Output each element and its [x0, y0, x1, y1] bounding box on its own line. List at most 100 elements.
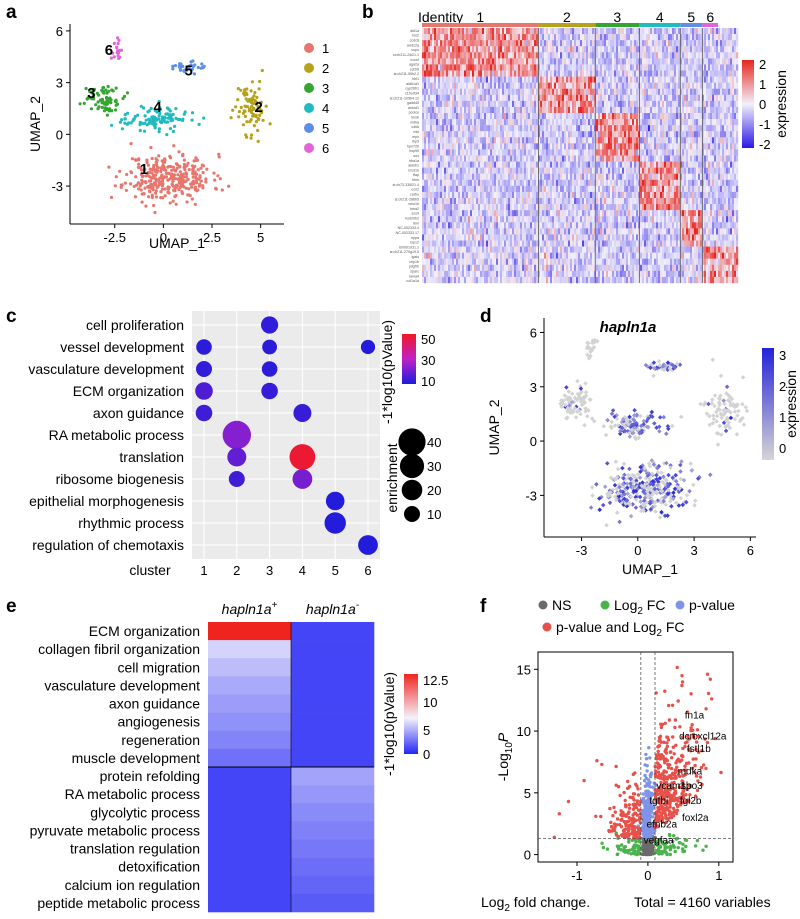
cluster-1-point: [114, 175, 118, 179]
heatmap-cell: [492, 149, 495, 156]
heatmap-cell: [506, 222, 509, 229]
heatmap-cell: [578, 179, 581, 187]
heatmap-cell: [482, 210, 485, 217]
cluster-3-point: [105, 95, 109, 100]
heatmap-cell: [562, 143, 565, 150]
heatmap-cell: [534, 179, 537, 187]
heatmap-cell: [582, 167, 585, 174]
heatmap-cell: [528, 161, 531, 168]
heatmap-cell: [556, 204, 559, 211]
heatmap-cell: [562, 173, 565, 180]
heatmap-cell: [458, 131, 461, 138]
heatmap-cell: [466, 149, 469, 156]
heatmap-cell: [614, 185, 617, 193]
heatmap-cell: [476, 191, 479, 199]
heatmap-cell: [506, 131, 509, 138]
heatmap-cell: [442, 149, 445, 156]
heatmap-cell: [568, 28, 571, 35]
heatmap-cell: [592, 28, 595, 35]
heatmap-cell: [560, 46, 563, 53]
heatmap-cell: [558, 70, 561, 77]
heatmap-cell: [474, 40, 477, 47]
heatmap-cell: [572, 210, 575, 217]
heatmap-cell: [442, 88, 445, 95]
heatmap-cell: [568, 137, 571, 144]
heatmap-cell: [608, 179, 611, 187]
heatmap-cell: [516, 40, 519, 47]
heatmap-cell: [546, 276, 549, 284]
heatmap-cell: [512, 276, 515, 284]
heatmap-cell: [468, 76, 471, 83]
heatmap-cell: [486, 222, 489, 229]
heatmap-cell: [572, 246, 575, 253]
heatmap-cell: [432, 113, 435, 120]
heatmap-cell: [540, 76, 543, 83]
heatmap-cell: [592, 179, 595, 187]
heatmap-cell: [560, 149, 563, 156]
heatmap-cell: [432, 149, 435, 156]
heatmap-cell: [528, 113, 531, 120]
heatmap-cell: [518, 264, 521, 272]
heatmap-cell: [582, 46, 585, 53]
heatmap-cell: [432, 106, 435, 114]
heatmap-cell: [576, 198, 579, 205]
heatmap-cell: [572, 155, 575, 162]
heatmap-cell: [578, 40, 581, 47]
heatmap-cell: [520, 58, 523, 65]
heatmap-cell: [448, 161, 451, 168]
cluster-1-point: [143, 186, 147, 190]
heatmap-cell: [472, 70, 475, 77]
heatmap-cell: [572, 34, 575, 41]
heatmap-cell: [468, 216, 471, 223]
heatmap-cell: [624, 70, 627, 77]
heatmap-cell: [504, 161, 507, 168]
heatmap-cell: [532, 28, 535, 35]
heatmap-cell: [602, 137, 605, 144]
heatmap-cell: [478, 70, 481, 77]
heatmap-cell: [536, 161, 539, 168]
heatmap-cell: [608, 76, 611, 83]
heatmap-cell: [618, 34, 621, 41]
heatmap-cell: [458, 258, 461, 265]
heatmap-cell: [452, 246, 455, 253]
cluster-5-point: [177, 64, 181, 68]
heatmap-cell: [514, 40, 517, 47]
heatmap-cell: [428, 234, 431, 241]
heatmap-cell: [512, 143, 515, 150]
cluster-1-point: [149, 176, 153, 180]
heatmap-cell: [488, 179, 491, 187]
heatmap-cell: [526, 258, 529, 265]
cluster-1-point: [125, 172, 129, 177]
heatmap-cell: [562, 100, 565, 108]
heatmap-cell: [582, 228, 585, 235]
heatmap-cell: [442, 240, 445, 247]
heatmap-cell: [616, 240, 619, 247]
heatmap-cell: [524, 258, 527, 265]
heatmap-cell: [426, 106, 429, 114]
heatmap-cell: [466, 119, 469, 126]
heatmap-cell: [428, 179, 431, 187]
heatmap-cell: [534, 137, 537, 144]
heatmap-cell: [544, 149, 547, 156]
heatmap-cell: [516, 264, 519, 272]
heatmap-cell: [524, 155, 527, 162]
heatmap-cell: [528, 155, 531, 162]
heatmap-cell: [492, 240, 495, 247]
heatmap-cell: [568, 143, 571, 150]
heatmap-cell: [498, 276, 501, 284]
heatmap-cell: [544, 137, 547, 144]
heatmap-cell: [452, 76, 455, 83]
heatmap-cell: [600, 46, 603, 53]
heatmap-cell: [536, 240, 539, 247]
heatmap-cell: [436, 240, 439, 247]
heatmap-cell: [426, 179, 429, 187]
heatmap-cell: [606, 246, 609, 253]
heatmap-cell: [616, 252, 619, 259]
heatmap-cell: [492, 173, 495, 180]
heatmap-cell: [436, 252, 439, 259]
heatmap-cell: [560, 234, 563, 241]
heatmap-cell: [508, 210, 511, 217]
cluster-4-point: [136, 113, 140, 117]
cluster-3-point: [105, 106, 109, 111]
heatmap-cell: [546, 100, 549, 108]
